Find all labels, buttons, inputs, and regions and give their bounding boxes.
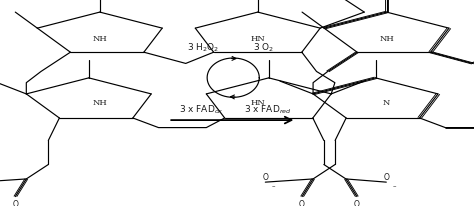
Text: O: O [354, 199, 360, 206]
Text: 3 x FAD$_{red}$: 3 x FAD$_{red}$ [244, 103, 291, 115]
Text: O: O [263, 172, 268, 181]
Text: 3 x FAD$_{ox}$: 3 x FAD$_{ox}$ [179, 103, 223, 115]
Text: HN: HN [250, 35, 265, 43]
Text: –: – [392, 182, 396, 188]
Text: 3 O$_2$: 3 O$_2$ [254, 41, 274, 54]
Text: N: N [383, 98, 390, 107]
Text: HN: HN [250, 98, 265, 107]
Text: NH: NH [92, 35, 107, 43]
Text: O: O [299, 199, 305, 206]
Text: 3 H$_2$O$_2$: 3 H$_2$O$_2$ [187, 41, 219, 54]
Text: NH: NH [379, 35, 394, 43]
Text: –: – [272, 182, 275, 188]
Text: O: O [12, 199, 18, 206]
Text: O: O [383, 172, 389, 181]
Text: NH: NH [92, 98, 107, 107]
